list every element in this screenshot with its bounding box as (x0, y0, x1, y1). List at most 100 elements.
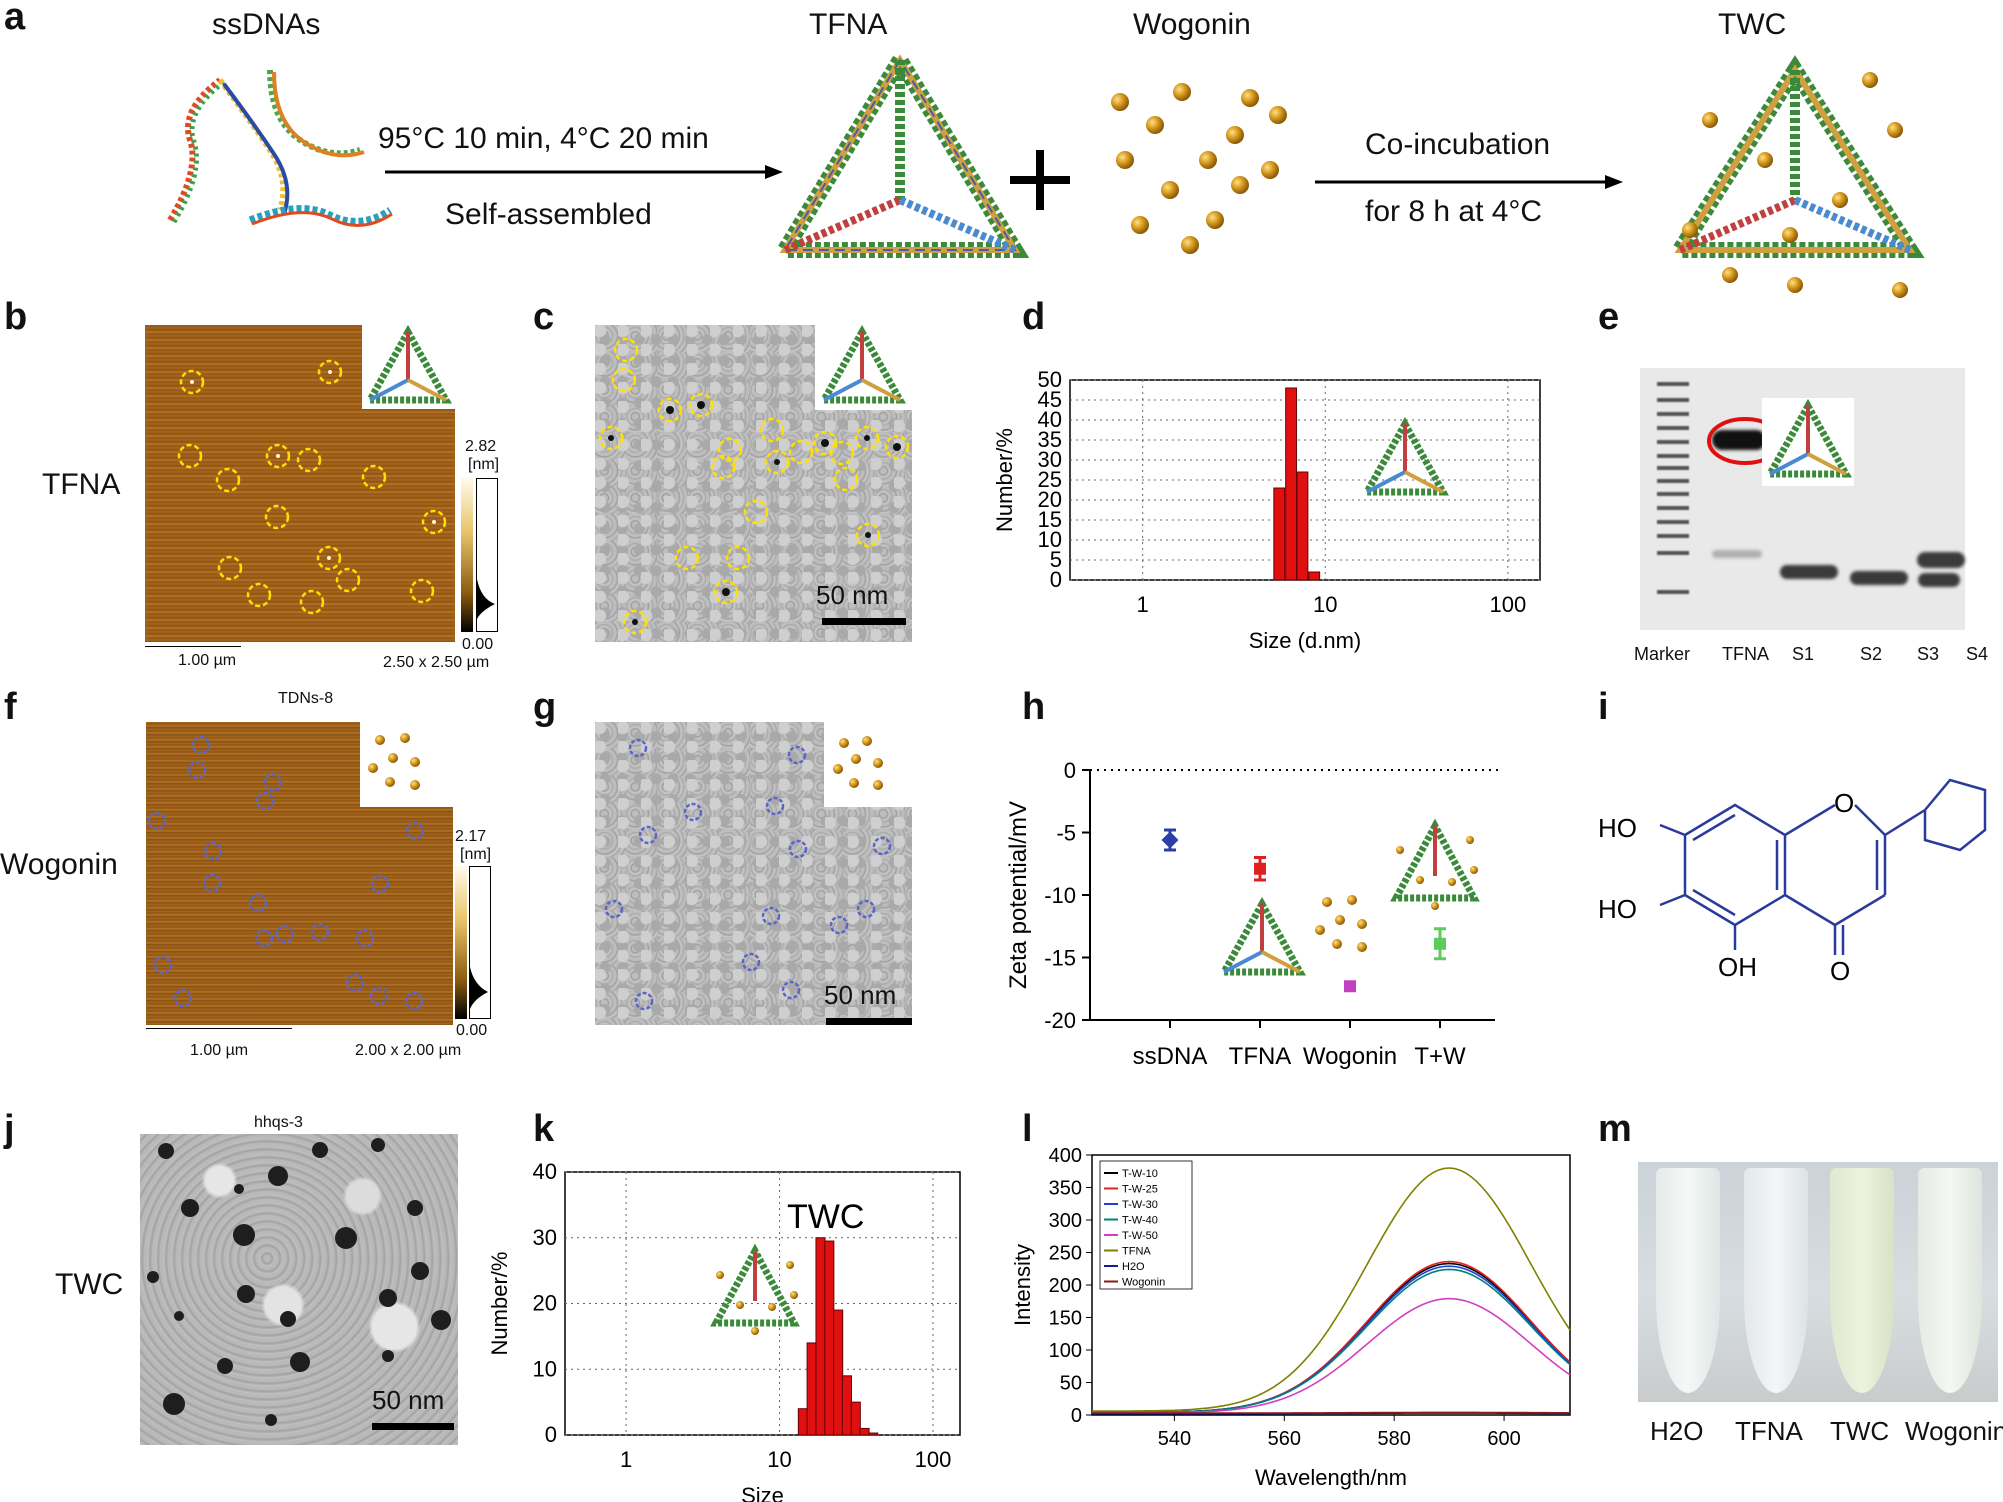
y-tick-label: 200 (1049, 1275, 1082, 1297)
y-tick-label: 0 (1050, 567, 1062, 592)
data-point (1344, 980, 1356, 993)
dls-chart-twc: 0 10 20 30 40 1 10 100 Size Number/% TWC (487, 1159, 961, 1502)
x-tick-label: Wogonin (1303, 1043, 1397, 1070)
y-tick-label: 10 (1038, 527, 1062, 552)
tube-label-3: Wogonin (1905, 1416, 2003, 1446)
bar (824, 1240, 835, 1436)
tube-label-1: TFNA (1735, 1416, 1803, 1446)
i-ho1: HO (1598, 813, 1637, 843)
tfna-tetrahedron-icon (770, 44, 1030, 258)
bar (833, 1309, 844, 1436)
y-tick-label: 45 (1038, 387, 1062, 412)
tube-wogonin (1918, 1168, 1982, 1393)
tem-scalebar-line-2 (826, 1018, 912, 1025)
tube-label-2: TWC (1830, 1416, 1890, 1446)
y-tick-label: 15 (1038, 507, 1062, 532)
wogonin-label: Wogonin (1133, 8, 1251, 41)
x-tick-label: 600 (1487, 1428, 1520, 1450)
gel-lane-0: Marker (1634, 644, 1691, 664)
gel-lane-5: S4 (1966, 644, 1989, 664)
x-tick-label: 100 (915, 1447, 952, 1472)
tem-scalebar-text-2: 50 nm (824, 980, 897, 1010)
bar (797, 1408, 808, 1436)
x-tick-label: 560 (1268, 1428, 1301, 1450)
y-tick-label: 250 (1049, 1243, 1082, 1265)
y-tick-label: 20 (533, 1291, 557, 1316)
bar (850, 1401, 861, 1436)
legend-label: T-W-40 (1122, 1215, 1158, 1227)
y-tick-label: 40 (1038, 407, 1062, 432)
panel-label-b: b (4, 296, 28, 338)
y-tick-label: 0 (545, 1422, 557, 1447)
y-tick-label: 5 (1050, 547, 1062, 572)
fluorescence-chart: 0 50 100 150 200 250 300 350 400 540 560 580 600 T-W-… (1010, 1145, 1571, 1490)
i-oh: OH (1718, 952, 1757, 982)
y-tick-label: -5 (1056, 821, 1076, 846)
y-tick-label: -15 (1044, 946, 1076, 971)
series-line (1092, 1167, 1571, 1412)
bar (841, 1375, 853, 1436)
afm-scale-unit-2: [nm] (460, 846, 492, 863)
afm-scale-min: 0.00 (462, 636, 494, 653)
legend-box (1099, 1160, 1193, 1290)
y-tick-label: 10 (533, 1356, 557, 1381)
afm-scale-unit: [nm] (468, 456, 500, 473)
step1-arrow (385, 165, 783, 179)
step2-line1: Co-incubation (1365, 128, 1551, 161)
tem-scalebar-text: 50 nm (816, 580, 889, 610)
panel-label-f: f (4, 686, 17, 728)
bar (1285, 387, 1298, 581)
twc-label: TWC (1718, 8, 1787, 41)
x-tick-label: 540 (1158, 1428, 1191, 1450)
wogonin-inset-beads (368, 733, 420, 790)
x-axis-title: Size (741, 1483, 784, 1502)
tem-scalebar-line-3 (372, 1423, 454, 1430)
y-tick-label: 50 (1038, 367, 1062, 392)
afm-scale-max-2: 2.17 (455, 828, 487, 845)
y-tick-label: 30 (533, 1225, 557, 1250)
y-tick-label: 400 (1049, 1145, 1082, 1167)
data-point (1161, 831, 1179, 849)
step2-arrow (1315, 175, 1623, 189)
panel-label-a: a (4, 0, 26, 38)
x-tick-label: TFNA (1229, 1043, 1292, 1070)
y-tick-label: 350 (1049, 1178, 1082, 1200)
y-tick-label: 0 (1071, 1405, 1082, 1427)
bar (1296, 471, 1309, 581)
row-label-wogonin: Wogonin (0, 848, 118, 881)
tetrahedron-inset-icon (818, 324, 906, 404)
bar (868, 1432, 879, 1436)
y-tick-label: 50 (1060, 1373, 1082, 1395)
h-tfna-icon (1218, 896, 1306, 976)
afm-yellow-circles (177, 359, 447, 615)
legend-label: H2O (1122, 1261, 1145, 1273)
wogonin-inset-beads (833, 736, 883, 790)
gel-lane-4: S3 (1917, 644, 1940, 664)
bar (859, 1427, 870, 1436)
y-axis-title: Number/% (487, 1252, 512, 1356)
tube-h2o (1656, 1168, 1720, 1393)
afm-size-text-2: 2.00 x 2.00 µm (355, 1042, 462, 1059)
tube-label-0: H2O (1650, 1416, 1704, 1446)
panel-label-m: m (1598, 1108, 1632, 1150)
tem-yellow-circles (598, 337, 910, 635)
bar (806, 1342, 817, 1436)
y-axis-title: Intensity (1010, 1244, 1035, 1326)
x-tick-label: 1 (1137, 592, 1149, 617)
y-axis-title: Number/% (992, 428, 1017, 532)
tetrahedron-inset-icon (1361, 416, 1449, 496)
tfna-label: TFNA (809, 8, 888, 41)
y-tick-label: -20 (1044, 1008, 1076, 1033)
y-tick-label: 100 (1049, 1340, 1082, 1362)
y-tick-label: 300 (1049, 1210, 1082, 1232)
data-point (1434, 937, 1446, 950)
i-o-keto: O (1830, 956, 1850, 986)
step2-line2: for 8 h at 4°C (1365, 195, 1543, 228)
gel-lane-2: S1 (1792, 644, 1815, 664)
legend-label: T-W-30 (1122, 1199, 1158, 1211)
series-line (1092, 1411, 1570, 1414)
tem-twc-particles (147, 1138, 451, 1426)
tubes-photo (1638, 1162, 1998, 1402)
tem-image-twc (140, 1134, 458, 1445)
